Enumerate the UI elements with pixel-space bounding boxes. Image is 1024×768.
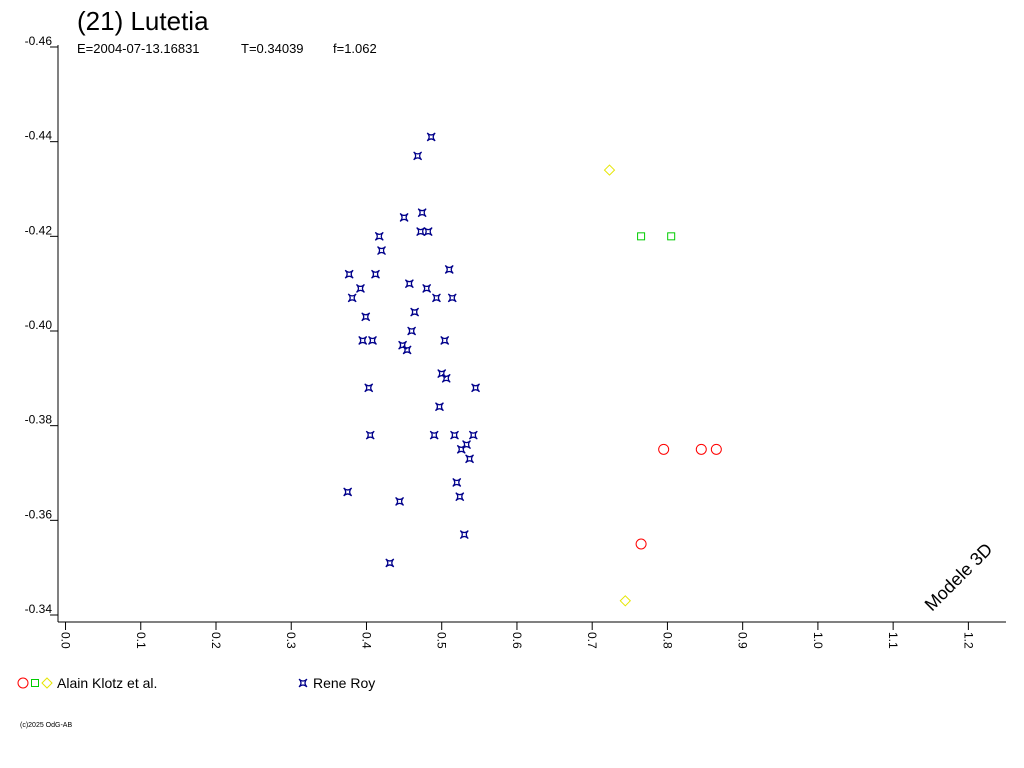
data-point [432, 293, 441, 303]
annotation: Modele 3D [921, 539, 997, 615]
data-point [344, 269, 354, 279]
chart-title: (21) Lutetia [77, 6, 209, 36]
data-point [447, 293, 457, 303]
x-tick-label: 0.1 [134, 632, 148, 649]
data-point [429, 430, 439, 440]
data-point [452, 478, 462, 487]
x-tick-label: 0.6 [510, 632, 524, 649]
subtitle: T=0.34039 [241, 41, 304, 56]
legend-label: Alain Klotz et al. [57, 675, 157, 691]
data-point [356, 283, 365, 293]
data-point [695, 443, 707, 455]
data-point [459, 530, 469, 539]
x-tick-label: 1.0 [811, 632, 825, 649]
data-point [423, 227, 433, 237]
data-point [456, 444, 466, 454]
x-tick-label: 0.2 [209, 632, 223, 649]
data-point [710, 443, 722, 455]
legend-symbol [41, 677, 53, 689]
y-tick-label: -0.44 [25, 129, 53, 143]
data-point [377, 246, 386, 255]
subtitle: f=1.062 [333, 41, 377, 56]
y-tick-label: -0.42 [25, 223, 53, 237]
data-point [440, 336, 450, 345]
data-point [371, 269, 380, 279]
data-point [398, 340, 408, 350]
data-point [471, 383, 481, 393]
data-point [416, 227, 426, 237]
subtitle: E=2004-07-13.16831 [77, 41, 200, 56]
data-point [365, 430, 375, 440]
data-point [358, 336, 368, 345]
data-point [450, 430, 459, 440]
data-point [603, 164, 616, 176]
x-tick-label: 1.1 [886, 632, 900, 649]
data-point [368, 336, 377, 345]
data-point [347, 293, 357, 303]
x-tick-label: 0.9 [736, 632, 750, 649]
data-point [635, 538, 647, 550]
x-tick-label: 0.7 [585, 632, 599, 649]
y-tick-label: -0.36 [25, 507, 53, 521]
x-tick-label: 0.8 [660, 632, 674, 649]
data-point [619, 595, 632, 607]
y-tick-label: -0.46 [25, 34, 53, 48]
data-point [468, 430, 478, 440]
x-tick-label: 0.4 [359, 632, 373, 649]
legend-symbol [17, 677, 29, 689]
data-point [437, 369, 447, 379]
data-point [407, 326, 417, 336]
data-point [385, 558, 395, 568]
data-point [404, 279, 414, 289]
data-point [637, 232, 646, 241]
data-point [444, 265, 454, 274]
data-point [435, 402, 444, 412]
legend-label: Rene Roy [313, 675, 375, 691]
data-point [465, 454, 474, 464]
footer: (c)2025 OdG-AB [20, 722, 72, 729]
legend-symbol [298, 678, 308, 688]
legend-symbol [31, 679, 39, 687]
data-point [364, 383, 374, 393]
data-point [667, 232, 676, 241]
data-point [361, 312, 371, 322]
x-tick-label: 0.0 [59, 632, 73, 649]
data-point [402, 345, 412, 355]
y-tick-label: -0.34 [25, 602, 53, 616]
data-point [422, 283, 432, 293]
data-point [410, 307, 420, 317]
data-point [343, 487, 353, 497]
data-point [426, 132, 436, 142]
data-point [395, 496, 405, 506]
data-point [658, 443, 670, 455]
data-point [441, 373, 451, 383]
y-tick-label: -0.40 [25, 318, 53, 332]
x-tick-label: 0.3 [284, 632, 298, 649]
data-point [374, 231, 384, 241]
data-point [413, 151, 423, 161]
data-point [417, 208, 427, 218]
data-point [455, 492, 465, 502]
x-tick-label: 0.5 [435, 632, 449, 649]
x-tick-label: 1.2 [961, 632, 975, 649]
y-tick-label: -0.38 [25, 413, 53, 427]
data-point [399, 212, 409, 222]
